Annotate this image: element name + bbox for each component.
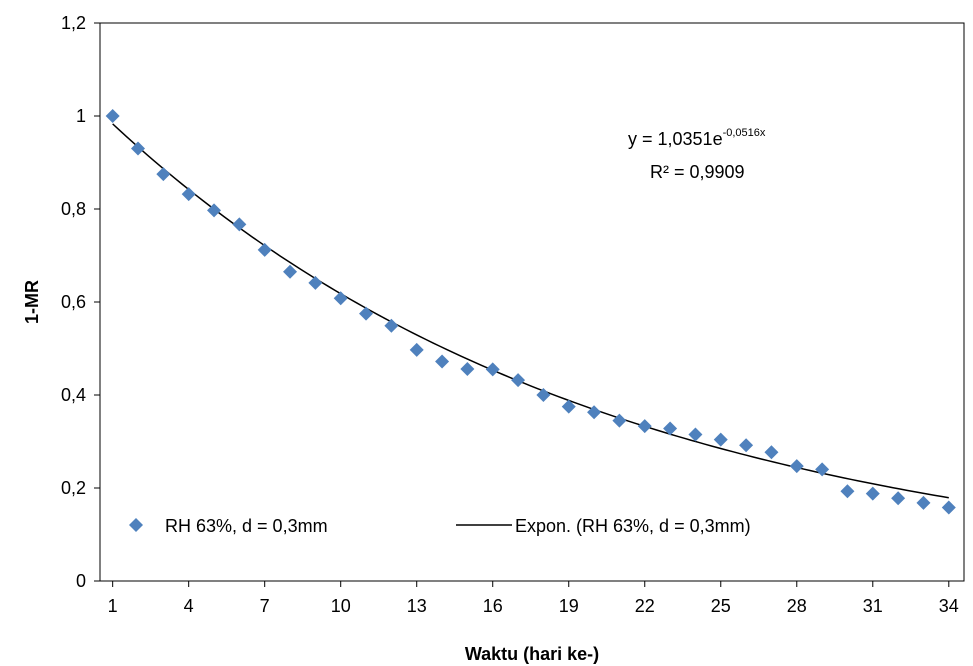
trendline-r2: R² = 0,9909	[650, 162, 745, 182]
data-point	[612, 413, 627, 428]
y-tick-label: 0,6	[61, 292, 86, 312]
data-point	[536, 388, 551, 402]
data-point	[739, 438, 754, 453]
x-tick-label: 13	[407, 596, 427, 616]
data-point	[865, 486, 880, 501]
x-axis-title: Waktu (hari ke-)	[465, 644, 599, 664]
data-point	[359, 306, 374, 321]
x-tick-label: 31	[863, 596, 883, 616]
x-tick-label: 22	[635, 596, 655, 616]
data-point	[207, 203, 222, 218]
data-point	[156, 167, 171, 182]
y-tick-label: 0,8	[61, 199, 86, 219]
x-axis-ticks: 1 4 7 10 13 16 19 22 25 28 31 34	[108, 581, 959, 616]
data-point	[815, 462, 830, 477]
trendline-curve	[112, 123, 949, 499]
x-tick-label: 1	[108, 596, 118, 616]
data-point	[384, 318, 399, 333]
legend-label-trend: Expon. (RH 63%, d = 0,3mm)	[515, 516, 751, 536]
trendline	[112, 123, 949, 499]
y-tick-label: 0	[76, 571, 86, 591]
legend: RH 63%, d = 0,3mm Expon. (RH 63%, d = 0,…	[129, 516, 751, 536]
legend-marker-diamond	[129, 518, 143, 532]
data-point	[840, 484, 855, 499]
data-point	[257, 242, 272, 257]
y-axis-title: 1-MR	[22, 280, 42, 324]
data-point	[688, 427, 703, 442]
y-axis-ticks: 0 0,2 0,4 0,6 0,8 1 1,2	[61, 13, 100, 591]
data-point	[131, 141, 146, 156]
data-point	[409, 342, 424, 357]
data-points	[105, 109, 956, 515]
data-point	[460, 361, 475, 376]
x-tick-label: 7	[260, 596, 270, 616]
data-point	[891, 491, 906, 506]
x-tick-label: 19	[559, 596, 579, 616]
data-point	[941, 500, 956, 515]
trendline-equation: y = 1,0351e-0,0516x	[628, 127, 766, 149]
data-point	[181, 187, 196, 202]
data-point	[105, 109, 120, 123]
data-point	[308, 275, 323, 290]
data-point	[333, 291, 348, 306]
data-point	[232, 217, 247, 232]
y-tick-label: 0,4	[61, 385, 86, 405]
legend-label-series: RH 63%, d = 0,3mm	[165, 516, 328, 536]
data-point	[764, 445, 779, 460]
data-point	[916, 495, 931, 510]
y-tick-label: 1,2	[61, 13, 86, 33]
equation-exponent: -0,0516x	[723, 127, 766, 139]
data-point	[283, 264, 298, 279]
plot-area	[99, 22, 965, 582]
x-tick-label: 10	[331, 596, 351, 616]
data-point	[561, 399, 576, 414]
y-tick-label: 0,2	[61, 478, 86, 498]
data-point	[637, 419, 652, 434]
y-tick-label: 1	[76, 106, 86, 126]
x-tick-label: 28	[787, 596, 807, 616]
data-point	[485, 362, 500, 377]
equation-prefix: y = 1,0351e	[628, 129, 723, 149]
x-tick-label: 16	[483, 596, 503, 616]
data-point	[713, 432, 728, 447]
data-point	[511, 373, 526, 388]
data-point	[663, 421, 678, 436]
data-point	[435, 354, 450, 369]
x-tick-label: 4	[184, 596, 194, 616]
data-point	[789, 459, 804, 474]
x-tick-label: 34	[939, 596, 959, 616]
data-point	[587, 405, 602, 420]
x-tick-label: 25	[711, 596, 731, 616]
